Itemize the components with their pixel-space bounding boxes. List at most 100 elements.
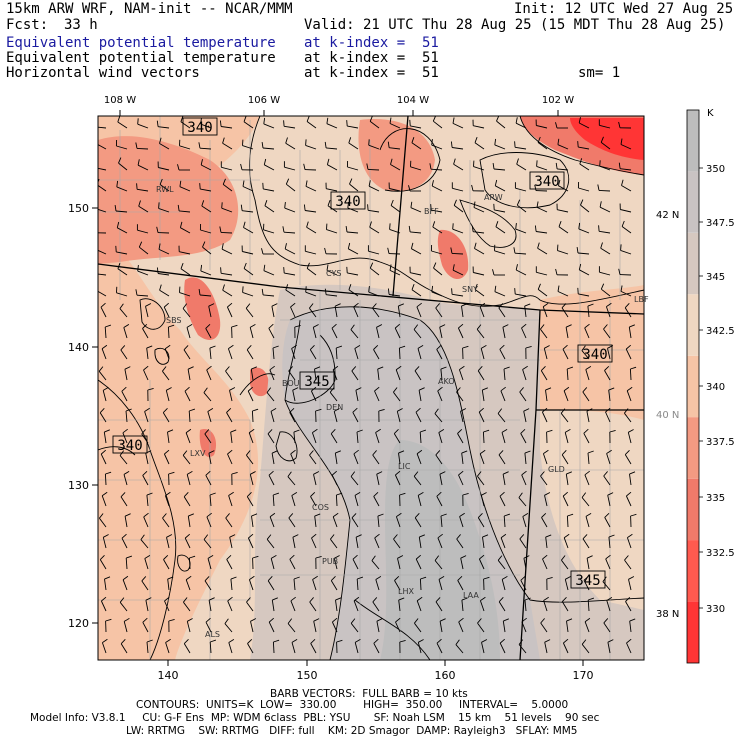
wind-barb <box>409 266 422 276</box>
wind-barb <box>536 160 548 171</box>
wind-barb <box>101 344 108 360</box>
wind-barb <box>179 221 191 234</box>
wind-barb <box>182 450 191 465</box>
wind-barb <box>348 284 359 297</box>
wind-barb <box>291 492 298 507</box>
wind-barb <box>178 245 191 255</box>
wind-barb <box>621 179 632 192</box>
wind-barb <box>120 345 128 360</box>
field-2-name: Equivalent potential temperature <box>6 50 276 66</box>
wind-barb <box>146 492 153 507</box>
wind-barb <box>598 225 611 234</box>
station-label: LAA <box>463 591 479 600</box>
wind-barb <box>394 575 401 591</box>
wind-barb <box>496 116 506 129</box>
wind-barb <box>158 202 170 213</box>
wind-barb <box>409 119 422 129</box>
wind-barb <box>200 118 212 129</box>
station-label: LHX <box>398 587 414 596</box>
wind-barb <box>209 345 216 360</box>
wind-barb <box>250 366 257 381</box>
wind-barb <box>433 262 443 276</box>
wind-barb <box>452 264 464 276</box>
wind-barb <box>222 284 233 297</box>
wind-barb <box>309 303 317 318</box>
wind-barb <box>436 638 443 654</box>
wind-barb <box>372 450 380 465</box>
station-label: ARW <box>484 193 503 202</box>
wind-barb <box>368 286 380 297</box>
wind-barb <box>356 576 364 591</box>
wind-barb <box>461 597 468 612</box>
wind-barb <box>372 303 380 318</box>
wind-barb <box>270 555 277 570</box>
svg-text:345: 345 <box>575 573 600 589</box>
lat-label: 42 N <box>656 210 679 221</box>
wind-barb <box>312 324 319 339</box>
wind-barb <box>137 265 149 276</box>
wind-barb <box>100 302 107 318</box>
wind-barb <box>268 323 275 339</box>
wind-barb <box>396 408 403 423</box>
wind-barb <box>578 263 590 276</box>
wind-barb <box>456 534 464 549</box>
wind-barb <box>288 513 296 528</box>
wind-barb <box>143 365 149 381</box>
wind-barb <box>502 324 509 339</box>
wind-barb <box>563 533 570 549</box>
wind-barb <box>521 323 527 339</box>
wind-barb <box>222 137 233 150</box>
wind-barb <box>534 225 548 234</box>
wind-barb <box>350 471 359 486</box>
wind-barb <box>621 220 632 234</box>
field-1-level: at k-index = 51 <box>304 35 439 51</box>
wind-barb <box>408 225 422 234</box>
wind-barb <box>242 139 254 150</box>
wind-barb <box>270 408 277 423</box>
lat-label: 38 N <box>656 609 679 620</box>
wind-barb <box>586 555 593 570</box>
wind-barb <box>535 119 548 129</box>
wind-barb <box>143 512 149 528</box>
wind-barb <box>375 576 382 591</box>
wind-barb <box>290 596 296 612</box>
wind-barb <box>243 221 254 234</box>
wind-barb <box>314 513 321 528</box>
svg-text:340: 340 <box>534 174 559 190</box>
wind-barb <box>224 618 233 633</box>
wind-barb <box>457 575 464 591</box>
wind-barb <box>261 248 274 255</box>
wind-barb <box>626 386 633 402</box>
colorbar-label: 342.5 <box>706 326 735 337</box>
wind-barb <box>603 324 611 339</box>
wind-barb <box>542 449 549 465</box>
wind-barb <box>387 247 401 255</box>
color-swatch <box>687 478 699 541</box>
wind-barb <box>229 534 236 549</box>
wind-barb <box>555 162 569 171</box>
wind-barb <box>116 180 128 192</box>
wind-barb <box>290 449 296 465</box>
wind-barb <box>577 287 590 297</box>
wind-barb <box>516 199 527 213</box>
wind-barb <box>478 407 485 423</box>
wind-barb <box>226 302 233 318</box>
wind-barb <box>98 249 107 255</box>
wind-barb <box>246 491 254 507</box>
wind-barb <box>125 555 133 570</box>
lon-label: 104 W <box>397 95 429 106</box>
contour-value-label: 345 <box>299 371 335 390</box>
wind-barb <box>417 492 424 507</box>
wind-barb <box>544 492 551 507</box>
wind-barb <box>540 324 548 339</box>
station-labels: RWL ARW BFF CYS SNY SBS BOU DEN AKO LXV LIC GLD COS P… <box>156 185 649 639</box>
wind-barb <box>186 324 193 339</box>
shading-region <box>98 230 259 660</box>
wind-barb <box>584 323 590 339</box>
shading-region <box>98 136 239 264</box>
contour-value-label: 340 <box>182 117 218 136</box>
wind-barb <box>410 201 422 213</box>
wind-barb <box>249 324 256 339</box>
colorbar-label: 337.5 <box>706 437 735 448</box>
wind-barb <box>439 618 446 633</box>
